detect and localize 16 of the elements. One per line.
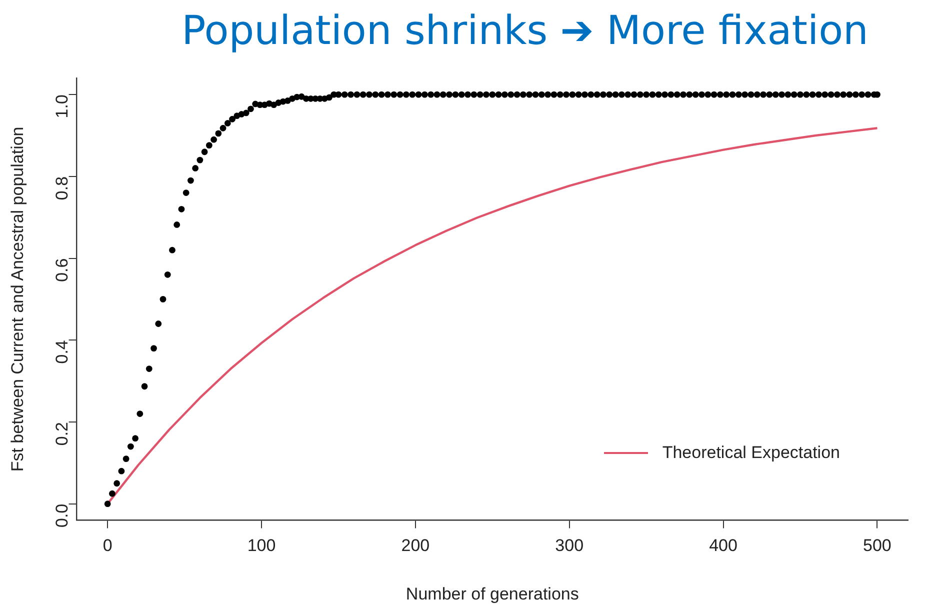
y-tick-label: 0.0 (52, 504, 72, 528)
x-tick-label: 300 (555, 536, 584, 556)
chart-title: Population shrinks ➔ More fixation (180, 7, 870, 56)
y-tick-label: 0.8 (52, 176, 72, 200)
y-tick-label: 1.0 (52, 94, 72, 118)
legend-label: Theoretical Expectation (662, 443, 840, 463)
x-tick-label: 100 (247, 536, 276, 556)
y-tick-label: 0.6 (52, 258, 72, 282)
x-axis-title: Number of generations (406, 584, 579, 604)
y-axis-title: Fst between Current and Ancestral population (8, 126, 27, 472)
x-tick-label: 400 (709, 536, 738, 556)
x-tick-label: 500 (863, 536, 892, 556)
y-tick-label: 0.4 (52, 340, 72, 364)
x-tick-label: 200 (401, 536, 430, 556)
x-tick-label: 0 (102, 536, 112, 556)
y-tick-label: 0.2 (52, 422, 72, 446)
